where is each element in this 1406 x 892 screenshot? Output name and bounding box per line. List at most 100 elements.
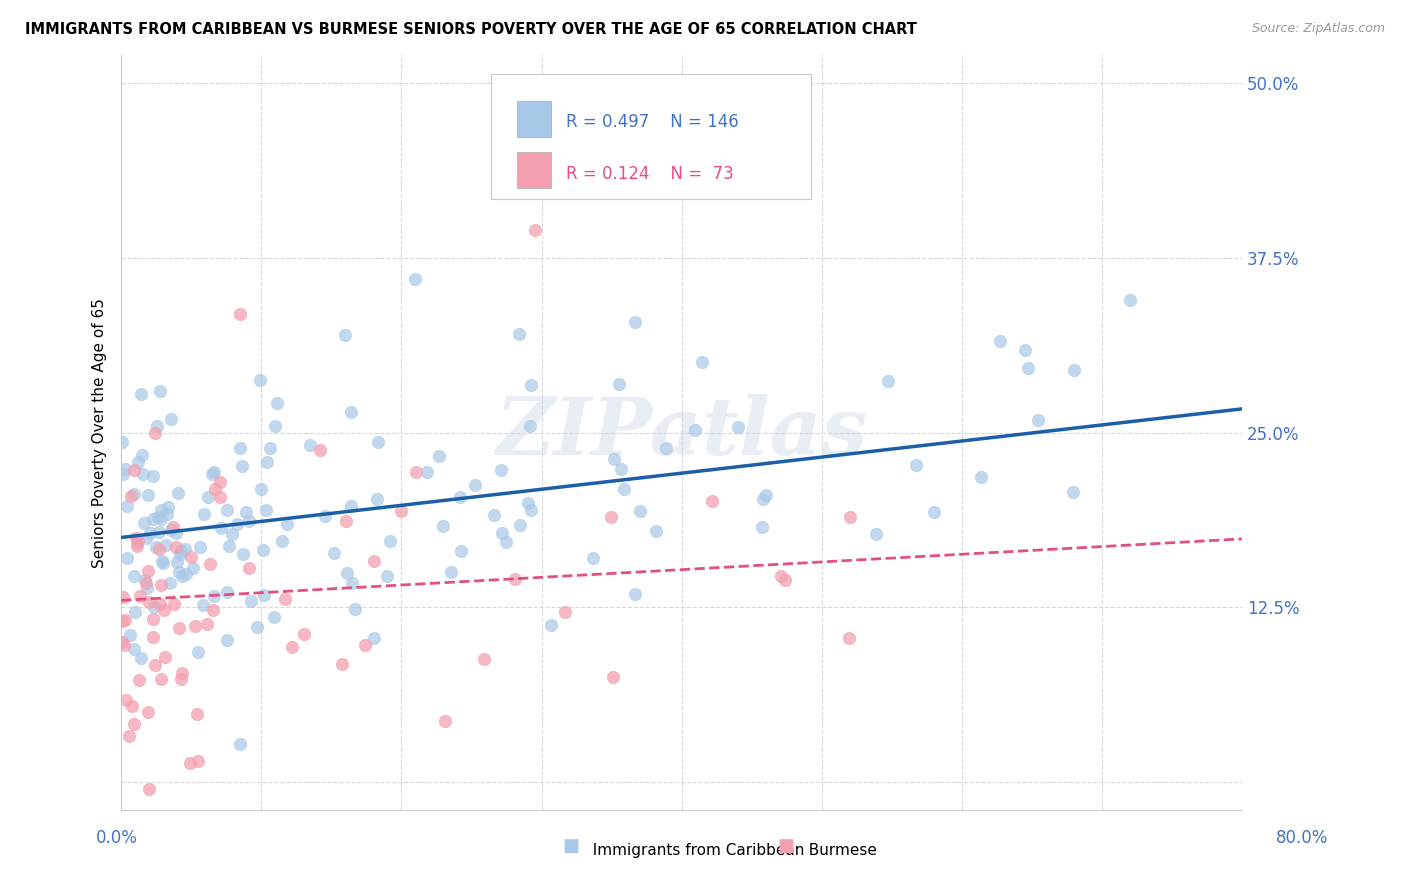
Point [988,334,1011,349]
Point [170,569,193,583]
Point [180,550,202,565]
Point [404,272,426,286]
Point [489,462,512,476]
Point [613,483,636,497]
Point [150,502,173,516]
Point [432,519,454,533]
FancyBboxPatch shape [517,101,551,136]
Point [690,355,713,369]
Point [904,458,927,472]
Point [114,614,136,628]
Point [582,551,605,566]
Point [149,597,172,611]
Point [155,538,177,552]
Point [876,374,898,388]
Point [209,490,232,504]
Point [773,573,796,587]
Text: IMMIGRANTS FROM CARIBBEAN VS BURMESE SENIORS POVERTY OVER THE AGE OF 65 CORRELAT: IMMIGRANTS FROM CARIBBEAN VS BURMESE SEN… [25,22,917,37]
Point [340,575,363,590]
Point [450,544,472,558]
Text: 0.0%: 0.0% [96,829,138,847]
Point [202,603,225,617]
Point [136,705,159,719]
Point [122,716,145,731]
Point [174,542,197,557]
Point [142,630,165,644]
Point [204,483,226,497]
Point [246,620,269,634]
Point [865,527,887,541]
Point [314,509,336,524]
Point [235,505,257,519]
Point [264,419,287,434]
Point [229,737,252,751]
Point [491,526,513,541]
Point [145,541,167,555]
Point [292,627,315,641]
Point [554,605,576,619]
Point [201,467,224,482]
Point [488,111,510,125]
Point [259,442,281,456]
Point [145,419,167,434]
Point [148,510,170,524]
Point [427,449,450,463]
Point [197,490,219,504]
Point [602,670,624,684]
Point [218,539,240,553]
Point [136,564,159,578]
Point [416,465,439,479]
Text: R = 0.497    N = 146: R = 0.497 N = 146 [567,113,740,131]
Point [751,520,773,534]
Point [193,507,215,521]
Point [148,524,170,539]
Point [150,673,173,687]
Text: ZIPatlas: ZIPatlas [495,394,868,471]
Point [363,553,385,567]
Point [249,373,271,387]
Point [111,435,134,450]
Point [122,462,145,476]
Point [335,327,357,342]
Point [143,658,166,673]
Point [1063,362,1085,376]
Point [129,650,152,665]
Point [202,589,225,603]
Point [124,605,146,619]
Point [309,442,332,457]
Point [170,672,193,686]
Point [755,488,778,502]
Point [127,533,149,547]
Point [769,568,792,582]
Point [610,462,633,476]
Point [1014,343,1036,357]
Point [1119,293,1142,307]
Point [120,488,142,502]
Point [252,543,274,558]
Point [375,569,398,583]
Point [508,327,530,342]
Point [132,467,155,481]
Point [139,526,162,541]
Point [142,599,165,614]
Point [142,469,165,483]
Point [602,451,624,466]
Point [188,540,211,554]
Point [118,628,141,642]
Point [142,612,165,626]
Point [335,514,357,528]
Point [266,395,288,409]
Point [122,642,145,657]
Point [363,632,385,646]
Point [160,412,183,426]
Point [122,487,145,501]
Text: Burmese: Burmese [799,843,876,858]
Point [482,508,505,523]
Point [228,442,250,456]
Point [150,512,173,526]
Point [166,555,188,569]
Point [157,500,180,514]
Point [217,502,239,516]
FancyBboxPatch shape [491,74,811,199]
Point [624,586,647,600]
